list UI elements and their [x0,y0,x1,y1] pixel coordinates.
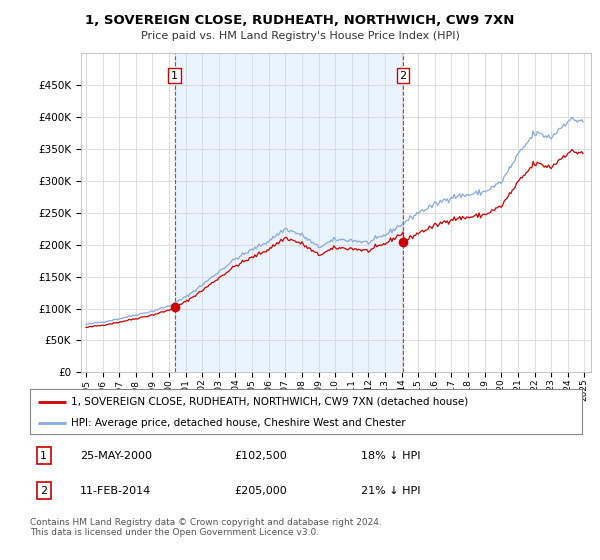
Text: 21% ↓ HPI: 21% ↓ HPI [361,486,421,496]
Text: 1, SOVEREIGN CLOSE, RUDHEATH, NORTHWICH, CW9 7XN (detached house): 1, SOVEREIGN CLOSE, RUDHEATH, NORTHWICH,… [71,396,469,407]
Text: £205,000: £205,000 [234,486,287,496]
Text: Contains HM Land Registry data © Crown copyright and database right 2024.
This d: Contains HM Land Registry data © Crown c… [30,518,382,538]
Text: £102,500: £102,500 [234,451,287,461]
Text: 11-FEB-2014: 11-FEB-2014 [80,486,151,496]
Text: 25-MAY-2000: 25-MAY-2000 [80,451,152,461]
Text: 18% ↓ HPI: 18% ↓ HPI [361,451,421,461]
Text: HPI: Average price, detached house, Cheshire West and Chester: HPI: Average price, detached house, Ches… [71,418,406,428]
Text: Price paid vs. HM Land Registry's House Price Index (HPI): Price paid vs. HM Land Registry's House … [140,31,460,41]
Bar [175,53,403,372]
Text: 1: 1 [171,71,178,81]
Text: 2: 2 [400,71,407,81]
Text: 1, SOVEREIGN CLOSE, RUDHEATH, NORTHWICH, CW9 7XN: 1, SOVEREIGN CLOSE, RUDHEATH, NORTHWICH,… [85,14,515,27]
Text: 1: 1 [40,451,47,461]
Text: 2: 2 [40,486,47,496]
